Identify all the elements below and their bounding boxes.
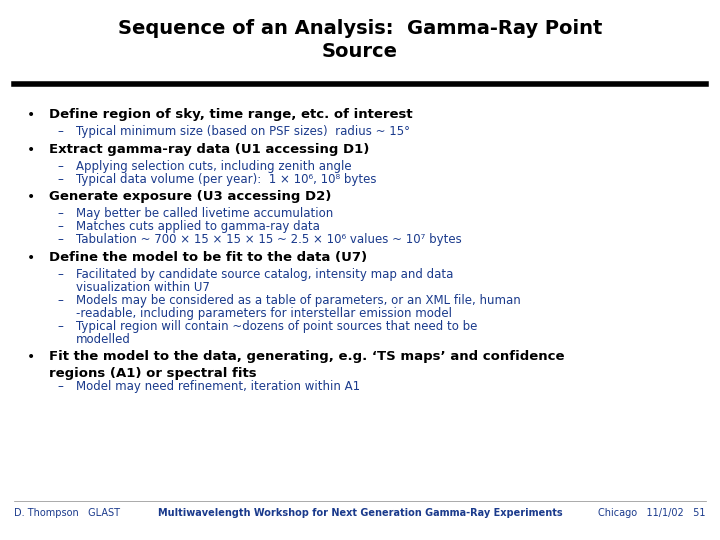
Text: Sequence of an Analysis:  Gamma-Ray Point
Source: Sequence of an Analysis: Gamma-Ray Point… bbox=[118, 19, 602, 62]
Text: –: – bbox=[58, 320, 63, 333]
Text: •: • bbox=[27, 350, 35, 364]
Text: modelled: modelled bbox=[76, 333, 130, 346]
Text: Tabulation ~ 700 × 15 × 15 × 15 ~ 2.5 × 10⁶ values ~ 10⁷ bytes: Tabulation ~ 700 × 15 × 15 × 15 ~ 2.5 × … bbox=[76, 233, 462, 246]
Text: May better be called livetime accumulation: May better be called livetime accumulati… bbox=[76, 207, 333, 220]
Text: -readable, including parameters for interstellar emission model: -readable, including parameters for inte… bbox=[76, 307, 451, 320]
Text: –: – bbox=[58, 294, 63, 307]
Text: –: – bbox=[58, 173, 63, 186]
Text: –: – bbox=[58, 233, 63, 246]
Text: regions (A1) or spectral fits: regions (A1) or spectral fits bbox=[49, 367, 256, 380]
Text: Define the model to be fit to the data (U7): Define the model to be fit to the data (… bbox=[49, 251, 367, 264]
Text: Chicago   11/1/02   51: Chicago 11/1/02 51 bbox=[598, 508, 706, 518]
Text: –: – bbox=[58, 125, 63, 138]
Text: Extract gamma-ray data (U1 accessing D1): Extract gamma-ray data (U1 accessing D1) bbox=[49, 143, 369, 156]
Text: –: – bbox=[58, 268, 63, 281]
Text: •: • bbox=[27, 108, 35, 122]
Text: Multiwavelength Workshop for Next Generation Gamma-Ray Experiments: Multiwavelength Workshop for Next Genera… bbox=[158, 508, 562, 518]
Text: Facilitated by candidate source catalog, intensity map and data: Facilitated by candidate source catalog,… bbox=[76, 268, 453, 281]
Text: Typical minimum size (based on PSF sizes)  radius ~ 15°: Typical minimum size (based on PSF sizes… bbox=[76, 125, 410, 138]
Text: –: – bbox=[58, 380, 63, 393]
Text: visualization within U7: visualization within U7 bbox=[76, 281, 210, 294]
Text: –: – bbox=[58, 160, 63, 173]
Text: •: • bbox=[27, 190, 35, 204]
Text: –: – bbox=[58, 207, 63, 220]
Text: Model may need refinement, iteration within A1: Model may need refinement, iteration wit… bbox=[76, 380, 360, 393]
Text: •: • bbox=[27, 251, 35, 265]
Text: D. Thompson   GLAST: D. Thompson GLAST bbox=[14, 508, 120, 518]
Text: Applying selection cuts, including zenith angle: Applying selection cuts, including zenit… bbox=[76, 160, 351, 173]
Text: Typical data volume (per year):  1 × 10⁶, 10⁸ bytes: Typical data volume (per year): 1 × 10⁶,… bbox=[76, 173, 376, 186]
Text: •: • bbox=[27, 143, 35, 157]
Text: Generate exposure (U3 accessing D2): Generate exposure (U3 accessing D2) bbox=[49, 190, 331, 203]
Text: Fit the model to the data, generating, e.g. ‘TS maps’ and confidence: Fit the model to the data, generating, e… bbox=[49, 350, 564, 363]
Text: –: – bbox=[58, 220, 63, 233]
Text: Typical region will contain ~dozens of point sources that need to be: Typical region will contain ~dozens of p… bbox=[76, 320, 477, 333]
Text: Models may be considered as a table of parameters, or an XML file, human: Models may be considered as a table of p… bbox=[76, 294, 521, 307]
Text: Matches cuts applied to gamma-ray data: Matches cuts applied to gamma-ray data bbox=[76, 220, 320, 233]
Text: Define region of sky, time range, etc. of interest: Define region of sky, time range, etc. o… bbox=[49, 108, 413, 121]
